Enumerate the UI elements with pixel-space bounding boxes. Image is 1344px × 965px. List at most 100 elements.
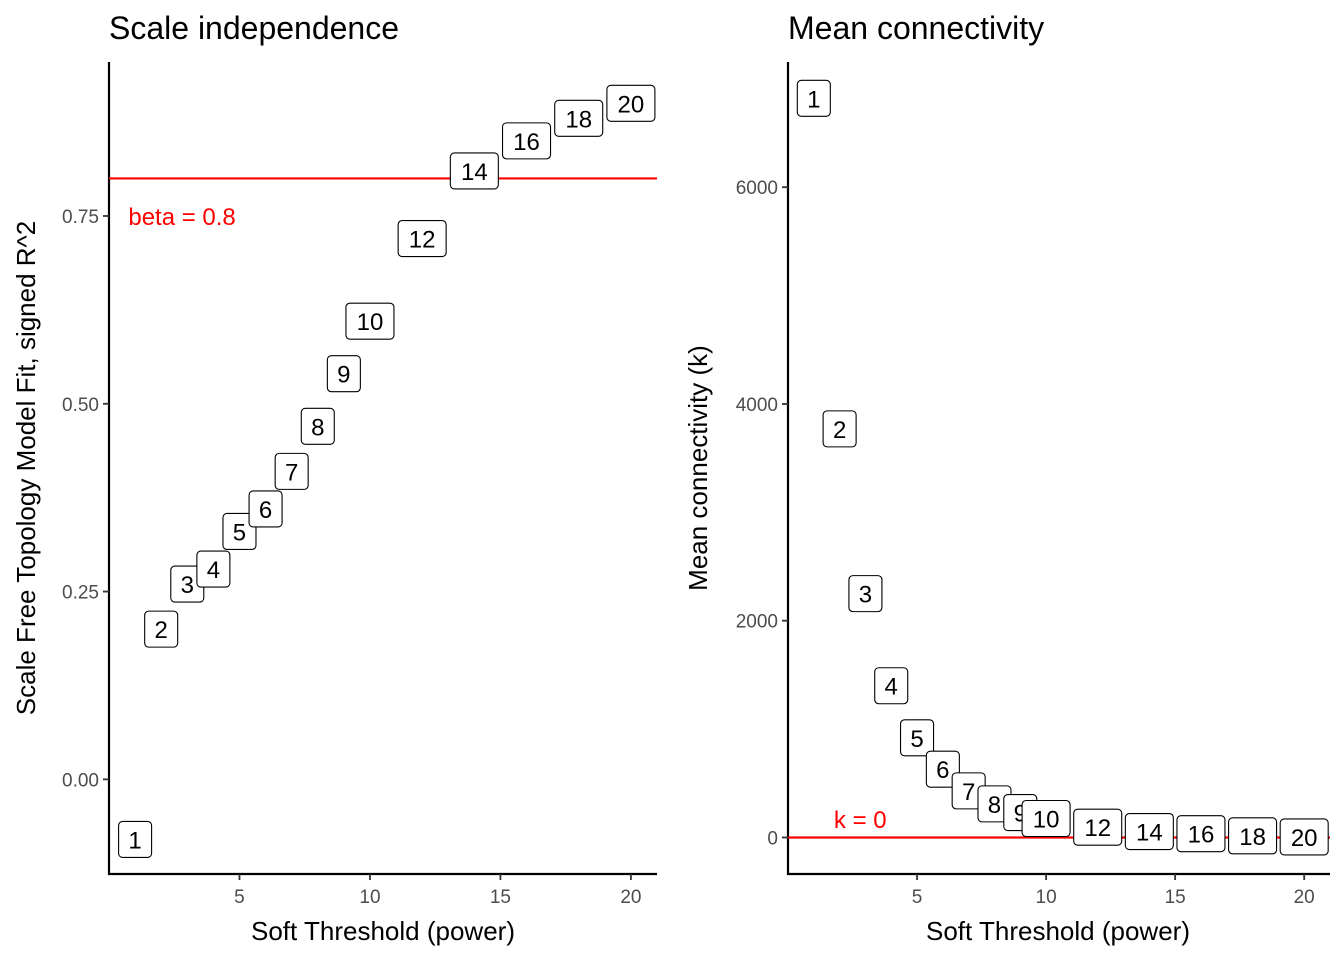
panel-mean-connectivity: Mean connectivity Soft Threshold (power)… xyxy=(683,10,1330,946)
point-label: 10 xyxy=(1021,799,1071,838)
point-label-box xyxy=(796,79,831,117)
point-label-box xyxy=(118,820,153,858)
point-label-text: 4 xyxy=(885,674,898,701)
x-tick-label: 5 xyxy=(912,887,923,908)
point-label-text: 1 xyxy=(128,827,141,854)
y-tick-label: 0.75 xyxy=(62,207,99,228)
point-label: 10 xyxy=(345,302,395,340)
point-label-box xyxy=(822,410,857,448)
point-label-text: 20 xyxy=(618,91,645,118)
x-tick-label: 10 xyxy=(359,887,380,908)
x-tick-label: 20 xyxy=(1294,887,1315,908)
point-label: 5 xyxy=(899,719,935,757)
x-tick-label: 5 xyxy=(234,887,245,908)
point-label: 1 xyxy=(118,820,153,858)
point-label: 2 xyxy=(822,410,857,448)
point-label-text: 18 xyxy=(1239,824,1266,851)
point-label-text: 1 xyxy=(807,86,820,113)
x-tick-label: 10 xyxy=(1036,887,1057,908)
point-label-box xyxy=(925,750,960,788)
y-tick-label: 0 xyxy=(767,828,778,849)
point-label-box xyxy=(1279,818,1329,856)
point-label-text: 12 xyxy=(409,227,436,254)
y-tick-label: 6000 xyxy=(736,178,778,199)
point-label-box xyxy=(144,610,179,648)
point-label-text: 9 xyxy=(337,362,350,389)
x-tick-label: 15 xyxy=(490,887,511,908)
x-tick-label: 15 xyxy=(1165,887,1186,908)
point-label-text: 2 xyxy=(155,617,168,644)
point-label: 12 xyxy=(1073,808,1123,846)
point-label-text: 6 xyxy=(259,497,272,524)
point-label-text: 3 xyxy=(859,582,872,609)
point-label-box xyxy=(1228,817,1278,855)
point-label: 4 xyxy=(874,667,909,705)
point-label-text: 8 xyxy=(988,792,1001,819)
reference-line-label: k = 0 xyxy=(834,807,887,834)
point-label-box xyxy=(449,152,499,190)
point-label: 16 xyxy=(501,122,552,160)
point-label-box xyxy=(848,575,883,613)
point-label-box xyxy=(300,407,335,445)
x-tick-label: 20 xyxy=(620,887,641,908)
point-label: 3 xyxy=(170,565,205,603)
point-label: 6 xyxy=(925,750,960,788)
point-label-box xyxy=(1176,815,1226,853)
point-label: 16 xyxy=(1176,815,1226,853)
y-axis-title: Scale Free Topology Model Fit, signed R^… xyxy=(11,221,41,715)
point-label: 18 xyxy=(554,99,604,137)
point-label-box xyxy=(196,550,231,588)
point-label: 7 xyxy=(274,452,309,490)
point-label: 3 xyxy=(848,575,883,613)
point-label-text: 3 xyxy=(181,572,194,599)
y-tick-label: 4000 xyxy=(736,395,778,416)
point-label: 1 xyxy=(796,79,831,117)
y-tick-label: 0.50 xyxy=(62,395,99,416)
point-label: 20 xyxy=(1279,818,1329,856)
panel-scale-independence: Scale independence Soft Threshold (power… xyxy=(11,10,657,946)
point-label-box xyxy=(326,355,361,393)
point-label: 12 xyxy=(397,219,447,258)
point-label: 4 xyxy=(196,550,231,588)
point-label-text: 16 xyxy=(513,129,540,156)
point-label-text: 14 xyxy=(1136,820,1163,847)
point-label: 6 xyxy=(248,490,283,528)
point-label-text: 8 xyxy=(311,414,324,441)
panel-title: Mean connectivity xyxy=(788,10,1044,46)
point-label: 14 xyxy=(1124,812,1174,851)
point-label: 9 xyxy=(326,355,361,393)
x-axis-title: Soft Threshold (power) xyxy=(251,916,515,946)
point-label-box xyxy=(899,719,935,757)
y-tick-label: 2000 xyxy=(736,612,778,633)
y-tick-label: 0.25 xyxy=(62,583,99,604)
point-label-text: 10 xyxy=(1033,807,1060,834)
point-label: 20 xyxy=(606,84,656,122)
point-label-box xyxy=(248,490,283,528)
point-label-box xyxy=(501,122,552,160)
point-label-text: 5 xyxy=(910,726,923,753)
point-label-box xyxy=(274,452,309,490)
point-label-text: 5 xyxy=(233,519,246,546)
point-label-text: 7 xyxy=(285,459,298,486)
point-label-text: 6 xyxy=(936,757,949,784)
plot-area: 5 10 15 200.000.250.500.75 beta = 0.81234567… xyxy=(62,62,657,908)
y-tick-label: 0.00 xyxy=(62,770,99,791)
x-axis-title: Soft Threshold (power) xyxy=(926,916,1190,946)
point-label-text: 12 xyxy=(1084,815,1111,842)
point-label: 2 xyxy=(144,610,179,648)
point-label-box xyxy=(1021,799,1071,838)
point-label-text: 7 xyxy=(962,779,975,806)
reference-line-label: beta = 0.8 xyxy=(128,204,235,231)
point-label: 8 xyxy=(977,785,1012,823)
panel-title: Scale independence xyxy=(109,10,399,46)
point-label-box xyxy=(1073,808,1123,846)
point-label: 14 xyxy=(449,152,499,190)
point-label-box xyxy=(397,219,447,258)
point-label: 18 xyxy=(1228,817,1278,855)
point-label: 8 xyxy=(300,407,335,445)
point-label-box xyxy=(1124,812,1174,851)
point-label-text: 10 xyxy=(357,309,384,336)
